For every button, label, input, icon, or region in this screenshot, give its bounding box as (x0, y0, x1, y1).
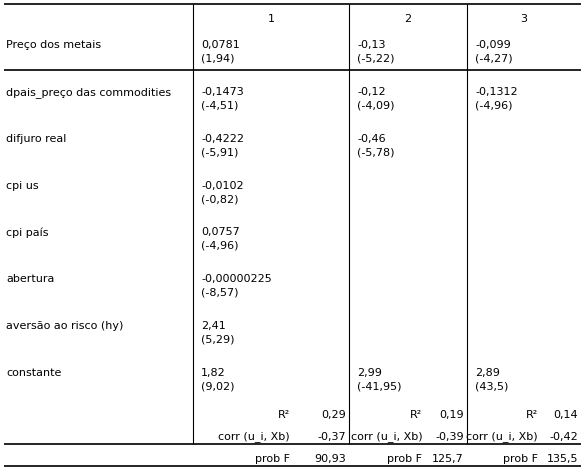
Text: -0,13: -0,13 (357, 40, 386, 50)
Text: (-0,82): (-0,82) (201, 194, 239, 204)
Text: prob F: prob F (387, 454, 422, 464)
Text: corr (u_i, Xb): corr (u_i, Xb) (350, 431, 422, 442)
Text: (-4,27): (-4,27) (475, 54, 512, 64)
Text: (-5,78): (-5,78) (357, 147, 394, 157)
Text: -0,46: -0,46 (357, 134, 386, 144)
Text: (-4,51): (-4,51) (201, 101, 238, 111)
Text: abertura: abertura (6, 274, 54, 284)
Text: 1: 1 (267, 14, 274, 24)
Text: aversão ao risco (hy): aversão ao risco (hy) (6, 321, 123, 331)
Text: -0,4222: -0,4222 (201, 134, 244, 144)
Text: 2,41: 2,41 (201, 321, 226, 331)
Text: 135,5: 135,5 (546, 454, 578, 464)
Text: R²: R² (410, 410, 422, 420)
Text: (-5,22): (-5,22) (357, 54, 394, 64)
Text: cpi us: cpi us (6, 181, 39, 191)
Text: 0,0757: 0,0757 (201, 228, 240, 237)
Text: (9,02): (9,02) (201, 381, 235, 391)
Text: -0,37: -0,37 (318, 432, 346, 442)
Text: Preço dos metais: Preço dos metais (6, 40, 101, 50)
Text: -0,0102: -0,0102 (201, 181, 243, 191)
Text: 0,14: 0,14 (553, 410, 578, 420)
Text: (5,29): (5,29) (201, 335, 235, 345)
Text: (43,5): (43,5) (475, 381, 508, 391)
Text: -0,12: -0,12 (357, 87, 386, 97)
Text: (-5,91): (-5,91) (201, 147, 238, 157)
Text: constante: constante (6, 368, 61, 378)
Text: 2: 2 (404, 14, 412, 24)
Text: corr (u_i, Xb): corr (u_i, Xb) (218, 431, 290, 442)
Text: (-41,95): (-41,95) (357, 381, 401, 391)
Text: 1,82: 1,82 (201, 368, 226, 378)
Text: 3: 3 (521, 14, 528, 24)
Text: (-4,96): (-4,96) (475, 101, 512, 111)
Text: (-4,96): (-4,96) (201, 241, 239, 251)
Text: 2,89: 2,89 (475, 368, 500, 378)
Text: difjuro real: difjuro real (6, 134, 66, 144)
Text: (-8,57): (-8,57) (201, 288, 239, 298)
Text: -0,1312: -0,1312 (475, 87, 518, 97)
Text: R²: R² (525, 410, 538, 420)
Text: cpi país: cpi país (6, 227, 49, 237)
Text: 90,93: 90,93 (314, 454, 346, 464)
Text: (1,94): (1,94) (201, 54, 235, 64)
Text: -0,39: -0,39 (435, 432, 464, 442)
Text: dpais_preço das commodities: dpais_preço das commodities (6, 87, 171, 98)
Text: R²: R² (277, 410, 290, 420)
Text: -0,1473: -0,1473 (201, 87, 244, 97)
Text: 2,99: 2,99 (357, 368, 382, 378)
Text: 0,19: 0,19 (439, 410, 464, 420)
Text: -0,42: -0,42 (549, 432, 578, 442)
Text: 0,29: 0,29 (321, 410, 346, 420)
Text: -0,00000225: -0,00000225 (201, 274, 272, 284)
Text: (-4,09): (-4,09) (357, 101, 394, 111)
Text: prob F: prob F (254, 454, 290, 464)
Text: prob F: prob F (503, 454, 538, 464)
Text: 0,0781: 0,0781 (201, 40, 240, 50)
Text: corr (u_i, Xb): corr (u_i, Xb) (466, 431, 538, 442)
Text: -0,099: -0,099 (475, 40, 511, 50)
Text: 125,7: 125,7 (432, 454, 464, 464)
